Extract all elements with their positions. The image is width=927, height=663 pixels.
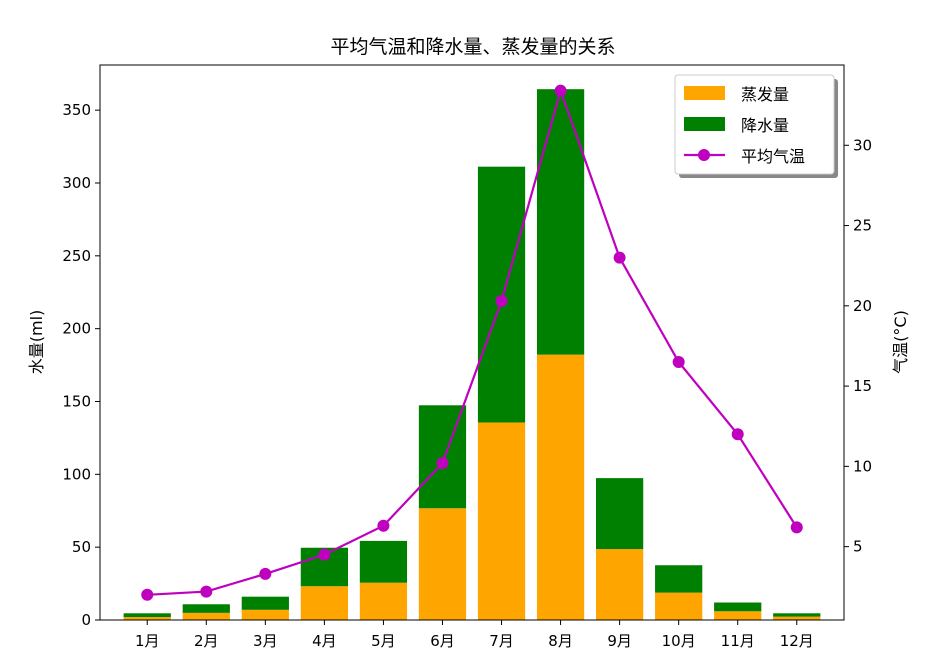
y-right-tick-label-10: 10 [853, 457, 872, 475]
legend-swatch-precipitation [684, 117, 725, 131]
bar-evaporation-11 [714, 611, 762, 620]
temperature-point-5 [377, 519, 390, 532]
x-tick-label-9: 9月 [607, 632, 632, 650]
bar-precipitation-9 [596, 478, 644, 550]
axes-group: 0 50 100 150 200 250 300 350 5 10 15 20 25 30 1月 2月 3月 4月… [62, 64, 872, 650]
bar-evaporation-2 [182, 612, 230, 620]
bar-evaporation-4 [300, 586, 348, 620]
bar-evaporation-5 [359, 582, 408, 620]
bar-evaporation-6 [418, 508, 467, 620]
legend: 蒸发量 降水量 平均气温 [674, 74, 838, 178]
y-right-tick-label-20: 20 [853, 297, 872, 315]
temperature-point-10 [672, 356, 685, 369]
x-tick-label-11: 11月 [721, 632, 755, 650]
x-tick-label-2: 2月 [194, 632, 219, 650]
y-axis-label: 水量(ml) [27, 310, 46, 375]
temperature-point-8 [554, 84, 567, 97]
y-tick-label-50: 50 [72, 538, 91, 556]
temperature-point-11 [731, 428, 744, 441]
y-right-tick-label-5: 5 [853, 538, 863, 556]
bar-evaporation-9 [596, 549, 644, 620]
bar-precipitation-2 [182, 604, 230, 613]
bar-precipitation-7 [477, 166, 526, 423]
y-tick-label-100: 100 [62, 465, 91, 483]
y-tick-label-0: 0 [81, 611, 91, 629]
x-tick-label-4: 4月 [312, 632, 337, 650]
temperature-point-1 [141, 588, 154, 601]
y-tick-label-200: 200 [62, 320, 91, 338]
bar-precipitation-12 [773, 613, 821, 617]
legend-swatch-temperature-marker [698, 149, 710, 161]
x-tick-label-10: 10月 [662, 632, 696, 650]
x-tick-label-5: 5月 [371, 632, 396, 650]
bar-evaporation-10 [655, 592, 703, 620]
legend-swatch-evaporation [684, 86, 725, 100]
bar-precipitation-8 [536, 89, 585, 355]
chart-title: 平均气温和降水量、蒸发量的关系 [330, 36, 615, 58]
bar-precipitation-1 [123, 613, 171, 618]
temperature-line-group [141, 84, 803, 601]
legend-label-evaporation: 蒸发量 [741, 85, 789, 104]
y-right-tick-label-30: 30 [853, 136, 872, 154]
y-axis-right-label: 气温(°C) [891, 310, 910, 374]
temperature-point-6 [436, 457, 449, 470]
x-tick-label-1: 1月 [135, 632, 160, 650]
bar-precipitation-11 [714, 602, 762, 612]
y-right-tick-label-25: 25 [853, 217, 872, 235]
plot-frame [99, 64, 845, 621]
legend-label-temperature: 平均气温 [741, 147, 805, 166]
bar-evaporation-3 [241, 609, 289, 620]
x-tick-label-12: 12月 [780, 632, 814, 650]
bar-precipitation-3 [241, 596, 289, 610]
legend-label-precipitation: 降水量 [741, 116, 789, 135]
bar-evaporation-7 [477, 422, 526, 620]
bars-group [123, 89, 821, 620]
temperature-line [147, 87, 798, 596]
temperature-point-3 [259, 567, 272, 580]
y-right-tick-label-15: 15 [853, 377, 872, 395]
bar-evaporation-1 [123, 617, 171, 620]
x-tick-label-7: 7月 [489, 632, 514, 650]
temperature-point-7 [495, 294, 508, 307]
bar-evaporation-8 [536, 354, 585, 620]
temperature-point-4 [318, 548, 331, 561]
temperature-point-12 [790, 521, 803, 534]
temperature-point-9 [613, 251, 626, 264]
bar-precipitation-5 [359, 540, 408, 583]
bar-evaporation-12 [773, 616, 821, 620]
bar-precipitation-10 [655, 565, 703, 593]
y-tick-label-300: 300 [62, 174, 91, 192]
y-tick-label-150: 150 [62, 392, 91, 410]
x-tick-label-6: 6月 [430, 632, 455, 650]
y-tick-label-250: 250 [62, 247, 91, 265]
x-tick-label-8: 8月 [548, 632, 573, 650]
temperature-point-2 [200, 585, 213, 598]
x-tick-label-3: 3月 [253, 632, 278, 650]
y-tick-label-350: 350 [62, 101, 91, 119]
